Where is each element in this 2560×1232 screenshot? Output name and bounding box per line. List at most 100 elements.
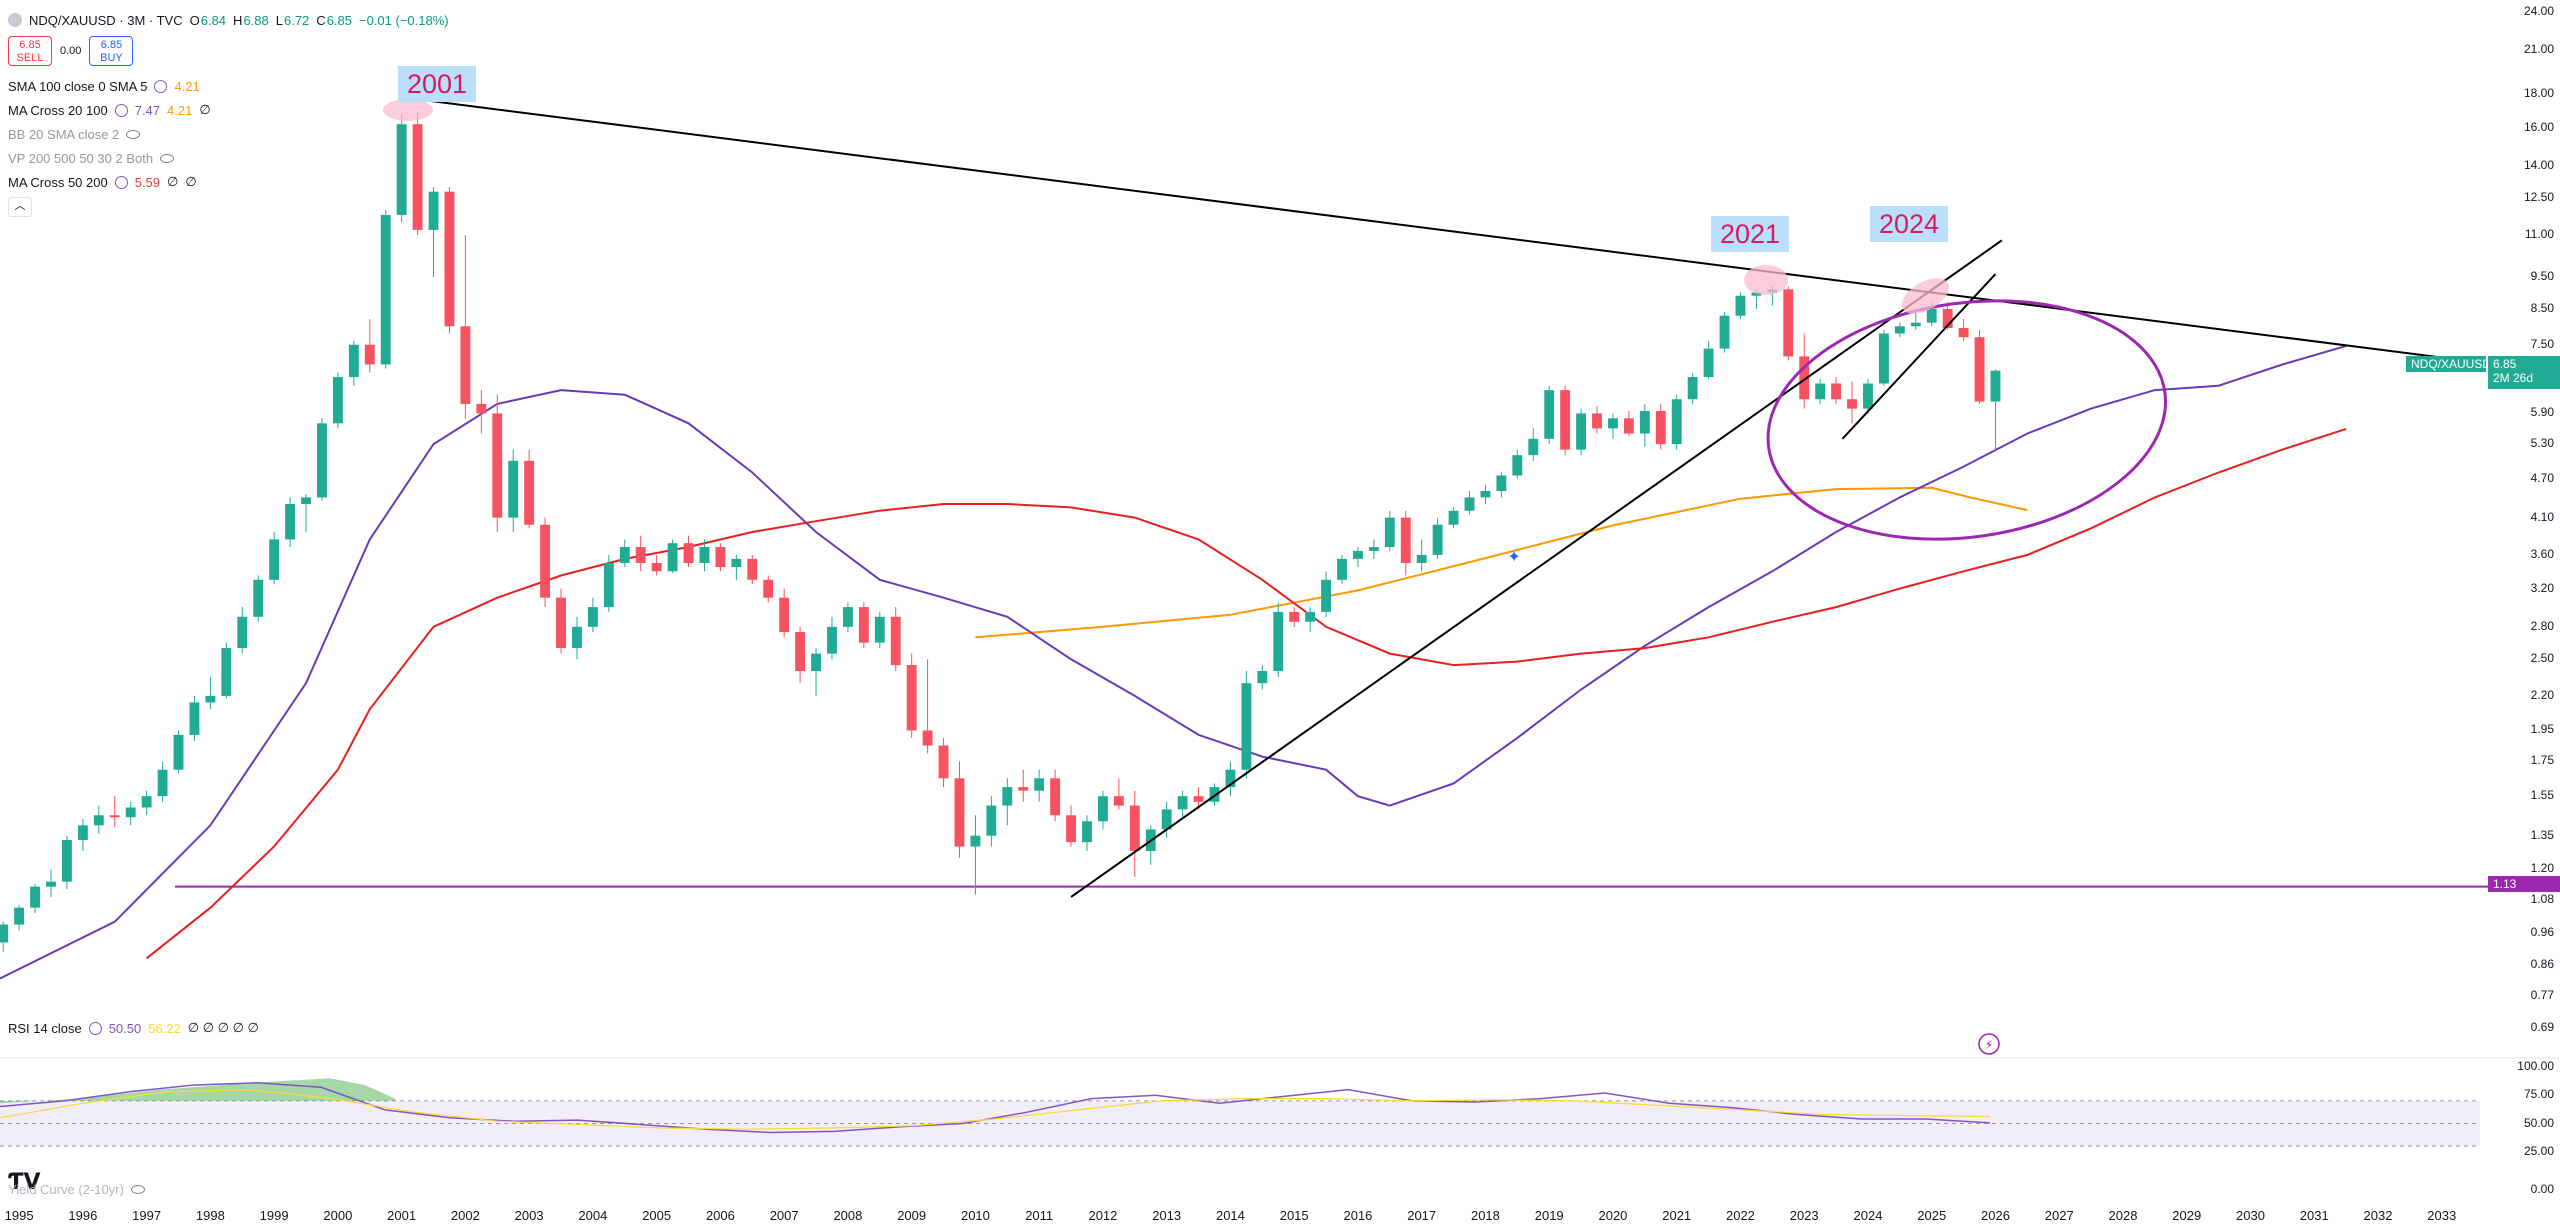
candle-body [364,344,375,365]
indicator-row-bb[interactable]: BB 20 SMA close 2 [8,122,449,146]
candle-body [1448,510,1459,525]
time-tick: 2004 [578,1208,608,1223]
candle-body [667,543,678,572]
candle-body [1161,809,1172,830]
time-tick: 2019 [1534,1208,1564,1223]
candle-body [285,504,296,540]
symbol-name[interactable]: NDQ/XAUUSD · 3M · TVC [29,12,183,28]
price-tick: 14.00 [2523,158,2554,173]
annotation-2021[interactable]: 2021 [1711,216,1790,252]
candle-up [587,597,598,633]
trendline-support [1070,239,2003,898]
rsi-tick: 25.00 [2523,1143,2554,1158]
high-label: H [233,12,243,28]
candle-body [986,805,997,836]
indicator-name[interactable]: VP 200 500 50 30 2 Both [8,150,154,166]
candle-body [954,778,965,847]
sell-button[interactable]: 6.85 SELL [8,36,52,66]
hidden-eye-icon[interactable] [160,153,175,163]
candle-body [1544,390,1555,439]
rsi-name[interactable]: RSI 14 close [8,1020,82,1036]
candle-body [109,815,120,818]
indicator-row-macross-20-100[interactable]: MA Cross 20 100 7.47 4.21 ∅ [8,98,449,122]
candle-up [1894,322,1905,338]
chart-legend: NDQ/XAUUSD · 3M · TVC O 6.84 H 6.88 L 6.72 … [8,8,449,217]
candle-up [205,677,216,710]
candle-up [986,796,997,847]
candle-body [938,745,949,779]
candle-up [1496,472,1507,498]
time-tick: 1999 [259,1208,289,1223]
candle-down [1592,406,1602,434]
candle-up [1990,369,2001,450]
candle-down [492,394,503,532]
candle-up [1034,769,1045,802]
candle-body [14,907,25,925]
candle-up [1321,571,1332,617]
chevron-up-icon[interactable]: ︿ [8,197,32,217]
candle-body [396,124,407,215]
candle-up [603,554,614,612]
buy-button[interactable]: 6.85 BUY [89,36,134,66]
price-tick: 1.08 [2530,891,2554,906]
last-price-tag: 6.85 2M 26d [2488,356,2560,389]
price-tick: 8.50 [2530,300,2554,315]
candle-body [30,886,41,908]
price-tick: 0.86 [2530,956,2554,971]
price-tick: 3.20 [2530,580,2554,595]
indicator-name[interactable]: MA Cross 20 100 [8,102,108,118]
hidden-eye-icon[interactable] [130,1185,145,1194]
candle-down [1400,510,1411,576]
annotation-2001[interactable]: 2001 [398,66,477,102]
settings-icon[interactable] [88,1021,102,1035]
candle-up [1225,761,1236,797]
candle-up [269,531,280,585]
candle-body [141,796,152,808]
rsi-tick: 100.00 [2517,1059,2554,1073]
price-tick: 3.60 [2530,546,2554,561]
indicator-row-macross-50-200[interactable]: MA Cross 50 200 5.59 ∅ ∅ [8,170,449,194]
candle-body [1289,611,1300,622]
rsi-pane [0,1057,2560,1147]
candle-body [237,616,248,649]
annotation-2024[interactable]: 2024 [1870,206,1949,242]
candle-body [587,607,598,627]
candle-body [922,730,933,746]
yield-curve-name[interactable]: Yield Curve (2-10yr) [8,1182,124,1197]
candle-up [1432,517,1443,559]
candle-down [364,319,375,373]
candle-body [1623,418,1634,434]
price-tick: 1.75 [2530,753,2554,768]
indicator-name[interactable]: MA Cross 50 200 [8,174,108,190]
hline-price-tag: 1.13 [2488,876,2560,892]
candle-body [1847,399,1857,409]
indicator-value: 7.47 [134,102,161,118]
candle-body [221,648,232,696]
circle-drawing [1766,299,2168,541]
candle-up [348,340,359,386]
price-tick: 2.20 [2530,687,2554,702]
settings-icon[interactable] [154,79,168,93]
candle-body [1639,411,1650,434]
candle-up [1177,790,1188,818]
settings-icon[interactable] [114,103,128,117]
indicator-row-vp[interactable]: VP 200 500 50 30 2 Both [8,146,449,170]
candle-down [1847,381,1857,424]
indicator-name[interactable]: SMA 100 close 0 SMA 5 [8,78,148,94]
settings-icon[interactable] [114,175,128,189]
candle-body [1512,455,1523,476]
candle-up [731,554,742,580]
candle-up [811,648,821,696]
candle-body [1958,328,1969,338]
hidden-eye-icon[interactable] [126,129,141,139]
indicator-row-sma100[interactable]: SMA 100 close 0 SMA 5 4.21 [8,74,449,98]
candle-body [189,702,200,735]
candle-up [1687,372,1698,404]
candle-body [253,579,264,617]
candle-up [1528,428,1539,461]
candle-body [1831,383,1842,400]
indicator-name[interactable]: BB 20 SMA close 2 [8,126,120,142]
candle-body [779,597,790,633]
candle-body [1305,611,1316,622]
